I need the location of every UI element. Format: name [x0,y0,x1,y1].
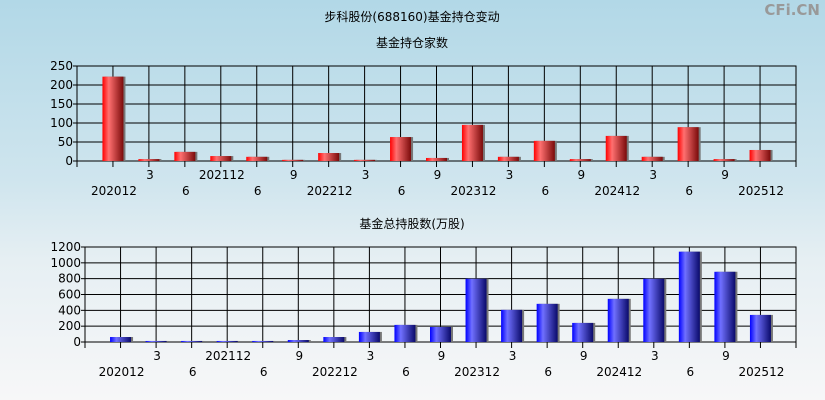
bar [572,322,594,342]
bar [246,156,268,161]
x-tick-label: 9 [580,349,588,363]
x-tick-label: 202412 [594,184,640,198]
x-tick-label: 3 [146,168,154,182]
bottom-chart-title: 基金总持股数(万股) [359,216,464,231]
bar [282,159,304,161]
x-tick-label: 202212 [307,184,353,198]
y-tick-label: 150 [50,97,73,111]
x-tick-label: 3 [153,349,161,363]
bar [216,340,238,342]
x-tick-label: 6 [685,184,693,198]
x-tick-label: 9 [577,168,585,182]
bar [465,278,487,342]
x-tick-label: 6 [687,365,695,379]
x-tick-label: 202312 [454,365,500,379]
bar [749,314,771,342]
bar [358,331,380,342]
bar [533,140,555,161]
x-tick-label: 202212 [312,365,358,379]
y-tick-label: 250 [50,59,73,73]
x-tick-label: 9 [722,349,730,363]
x-tick-label: 6 [544,365,552,379]
y-tick-label: 400 [58,303,81,317]
bar [713,159,735,161]
x-tick-label: 202112 [205,349,251,363]
x-tick-label: 6 [182,184,190,198]
x-tick-label: 3 [367,349,375,363]
bar [607,298,629,342]
bar [252,340,274,342]
x-tick-label: 202512 [738,184,784,198]
main-title: 步科股份(688160)基金持仓变动 [324,9,499,24]
x-tick-label: 9 [434,168,442,182]
x-tick-label: 3 [506,168,514,182]
bar [749,149,771,161]
top-chart: 0 50 100 150 200 250 202012 3 6 202112 6 9 202212 3 6 9… [50,59,797,198]
x-tick-label: 6 [542,184,550,198]
bar [354,159,376,161]
bar [641,156,663,161]
bar [678,251,700,342]
bar [605,135,627,161]
watermark: CFi.CN [764,1,820,19]
y-tick-label: 0 [65,154,73,168]
bar [138,159,160,161]
bar [210,156,232,161]
bar [102,76,124,161]
bar [323,337,345,342]
x-tick-label: 9 [721,168,729,182]
x-tick-label: 9 [290,168,298,182]
bar [174,151,196,161]
y-tick-label: 1200 [50,240,81,254]
x-tick-label: 6 [398,184,406,198]
bar [461,124,483,161]
x-tick-label: 3 [509,349,517,363]
x-tick-label: 6 [189,365,197,379]
x-tick-label: 6 [402,365,410,379]
x-tick-label: 6 [260,365,268,379]
x-tick-label: 202312 [451,184,497,198]
x-tick-label: 9 [295,349,303,363]
x-tick-label: 3 [649,168,657,182]
bar [501,309,523,342]
bar [390,137,412,161]
x-tick-label: 3 [362,168,370,182]
y-tick-label: 0 [73,335,81,349]
x-tick-label: 9 [438,349,446,363]
y-tick-label: 1000 [50,256,81,270]
bar [497,156,519,161]
x-tick-label: 202512 [739,365,785,379]
bar [714,271,736,342]
bar [536,303,558,342]
bar [145,340,167,342]
top-chart-title: 基金持仓家数 [376,35,448,50]
bar [181,340,203,342]
x-tick-label: 202012 [99,365,145,379]
bar [430,326,451,342]
y-tick-label: 200 [50,78,73,92]
x-tick-label: 202012 [91,184,137,198]
bar [318,153,340,161]
y-tick-label: 800 [58,272,81,286]
bar [110,337,132,342]
bar [677,127,699,161]
bar [569,159,591,161]
x-tick-label: 202112 [199,168,245,182]
y-tick-label: 100 [50,116,73,130]
x-tick-label: 202412 [596,365,642,379]
y-tick-label: 50 [58,135,73,149]
x-tick-label: 6 [254,184,262,198]
y-tick-label: 200 [58,319,81,333]
bar [426,157,447,161]
x-tick-label: 3 [651,349,659,363]
bar [394,324,416,342]
bar [287,340,309,342]
y-tick-label: 600 [58,288,81,302]
bar [643,278,665,342]
